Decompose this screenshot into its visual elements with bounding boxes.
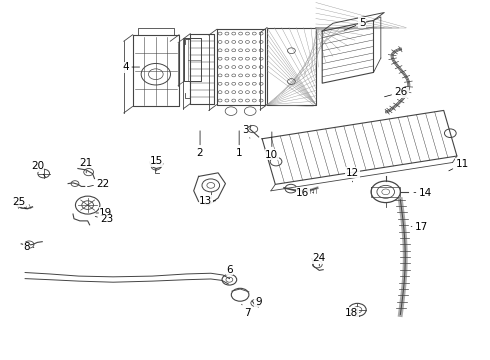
Text: 7: 7: [242, 304, 251, 318]
Text: 8: 8: [24, 242, 34, 252]
Text: 20: 20: [31, 161, 46, 177]
Text: 19: 19: [96, 208, 112, 218]
Text: 5: 5: [344, 18, 366, 30]
Text: 2: 2: [197, 131, 203, 158]
Text: 23: 23: [95, 215, 114, 224]
Text: 15: 15: [149, 156, 163, 171]
Text: 24: 24: [313, 253, 326, 266]
Text: 25: 25: [13, 197, 26, 209]
Text: 12: 12: [346, 168, 359, 182]
Text: 22: 22: [87, 179, 110, 189]
Text: 17: 17: [411, 222, 428, 231]
Text: 13: 13: [199, 196, 216, 206]
Text: 21: 21: [79, 158, 93, 173]
Text: 14: 14: [414, 188, 432, 198]
Text: 3: 3: [242, 125, 250, 138]
Text: 11: 11: [449, 159, 469, 171]
Text: 6: 6: [226, 265, 233, 278]
Text: 16: 16: [296, 188, 314, 198]
Text: 4: 4: [122, 62, 140, 72]
Text: 26: 26: [385, 87, 408, 97]
Text: 1: 1: [236, 131, 243, 158]
Text: 10: 10: [265, 132, 278, 160]
Text: 18: 18: [345, 308, 360, 318]
Text: 9: 9: [255, 297, 262, 307]
